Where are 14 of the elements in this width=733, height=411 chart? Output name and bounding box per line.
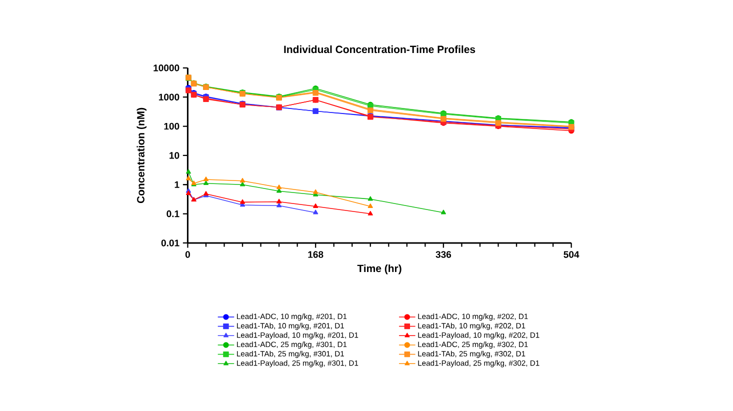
y-tick-label: 1000 <box>158 94 180 100</box>
y-tick-label: 0.1 <box>166 210 180 217</box>
y-tick-label: 10 <box>170 152 180 159</box>
y-axis-title: Concentration (nM) <box>136 108 147 203</box>
x-axis-title: Time (hr) <box>357 264 402 274</box>
y-tick-label: 1 <box>174 181 180 188</box>
y-tick-label: 0.01 <box>161 239 180 246</box>
y-tick-label: 100 <box>164 122 180 130</box>
chart-title: Individual Concentration-Time Profiles <box>284 45 476 53</box>
y-tick-label: 10000 <box>154 64 180 72</box>
x-tick-label: 336 <box>436 250 452 258</box>
x-tick-label: 168 <box>308 250 324 258</box>
x-tick-label: 504 <box>564 250 580 258</box>
x-tick-label: 0 <box>185 250 190 258</box>
